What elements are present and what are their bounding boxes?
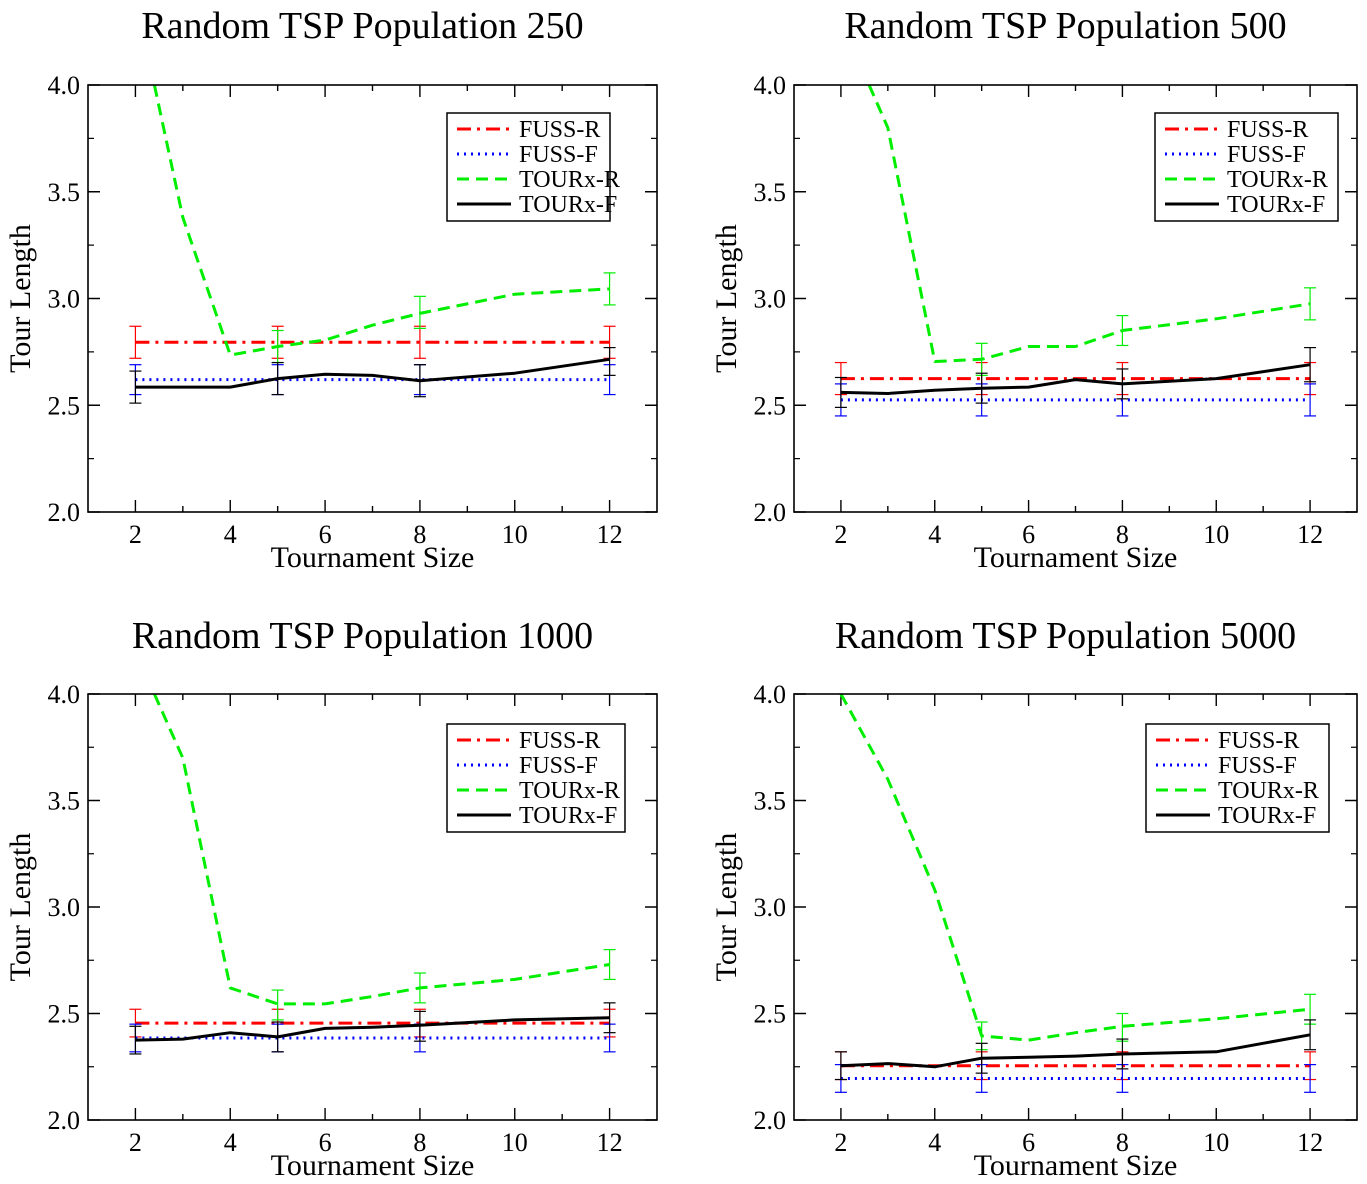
- chart-title: Random TSP Population 500: [844, 5, 1286, 47]
- x-axis-label: Tournament Size: [974, 541, 1178, 574]
- y-axis-label: Tour Length: [4, 833, 37, 982]
- y-tick-label: 2.5: [754, 391, 787, 420]
- legend-label-fuss-f: FUSS-F: [1218, 753, 1297, 779]
- x-axis-label: Tournament Size: [974, 1149, 1178, 1182]
- y-tick-label: 2.5: [48, 391, 81, 420]
- legend-label-tourx-r: TOURx-R: [519, 778, 620, 804]
- x-tick-label: 4: [928, 1128, 941, 1157]
- x-tick-label: 2: [129, 1128, 142, 1157]
- x-tick-label: 12: [1297, 1128, 1323, 1157]
- legend-label-fuss-r: FUSS-R: [1227, 117, 1308, 143]
- x-tick-label: 6: [1022, 1128, 1035, 1157]
- x-tick-label: 12: [597, 1128, 623, 1157]
- x-tick-label: 10: [1203, 1128, 1229, 1157]
- y-tick-label: 2.5: [754, 1000, 787, 1029]
- y-tick-label: 3.5: [48, 787, 81, 816]
- y-tick-label: 3.0: [48, 285, 81, 314]
- x-tick-label: 4: [928, 520, 941, 549]
- x-tick-label: 8: [1116, 520, 1129, 549]
- x-tick-label: 8: [413, 1128, 426, 1157]
- legend-label-tourx-r: TOURx-R: [519, 167, 620, 193]
- y-tick-label: 3.5: [48, 178, 81, 207]
- y-tick-label: 4.0: [48, 71, 81, 100]
- series-line-tourx-f: [840, 363, 1311, 395]
- legend-label-tourx-f: TOURx-F: [1227, 192, 1325, 218]
- plot-area: [834, 694, 1317, 1093]
- x-tick-label: 2: [834, 1128, 847, 1157]
- chart-title: Random TSP Population 1000: [132, 615, 593, 657]
- chart-title: Random TSP Population 250: [141, 5, 583, 47]
- y-tick-label: 3.5: [754, 178, 787, 207]
- legend-label-tourx-f: TOURx-F: [1218, 803, 1316, 829]
- plot-area: [129, 85, 616, 404]
- y-tick-label: 2.0: [48, 1106, 81, 1135]
- plot-area: [834, 85, 1317, 417]
- chart-panel-4: Random TSP Population 5000 2.0 2.5 3.0 3.5 4.…: [710, 615, 1358, 1182]
- legend-box: [446, 112, 611, 222]
- plot-frame: [793, 84, 1358, 513]
- chart-title: Random TSP Population 5000: [835, 615, 1296, 657]
- x-tick-label: 12: [1297, 520, 1323, 549]
- y-tick-label: 3.0: [754, 285, 787, 314]
- legend-label-fuss-f: FUSS-F: [1227, 142, 1306, 168]
- chart-panel-3: Random TSP Population 1000 2.0 2.5 3.0 3.5 4.…: [4, 615, 658, 1182]
- y-tick-label: 3.5: [754, 787, 787, 816]
- x-tick-label: 4: [224, 520, 237, 549]
- plot-frame: [87, 693, 658, 1121]
- y-tick-label: 3.0: [754, 893, 787, 922]
- x-tick-label: 6: [319, 520, 332, 549]
- y-tick-label: 4.0: [754, 71, 787, 100]
- series-line-tourx-f: [135, 357, 610, 389]
- y-tick-label: 3.0: [48, 893, 81, 922]
- y-tick-label: 2.0: [754, 1106, 787, 1135]
- legend-label-fuss-r: FUSS-R: [519, 728, 600, 754]
- y-tick-label: 2.5: [48, 1000, 81, 1029]
- legend-label-tourx-r: TOURx-R: [1218, 778, 1319, 804]
- legend-label-fuss-r: FUSS-R: [1218, 728, 1299, 754]
- x-tick-label: 10: [502, 1128, 528, 1157]
- y-axis-label: Tour Length: [710, 224, 743, 373]
- x-axis-label: Tournament Size: [271, 1149, 475, 1182]
- series-line-tourx-r: [153, 694, 610, 1006]
- series-line-tourx-r: [839, 694, 1311, 1042]
- x-axis-label: Tournament Size: [271, 541, 475, 574]
- x-tick-label: 10: [1203, 520, 1229, 549]
- plot-area: [129, 694, 616, 1055]
- chart-panel-1: Random TSP Population 250 2.0 2.5 3.0 3.5 4.0…: [4, 5, 658, 574]
- x-tick-label: 2: [834, 520, 847, 549]
- legend-label-tourx-f: TOURx-F: [519, 192, 617, 218]
- legend-label-fuss-f: FUSS-F: [519, 142, 598, 168]
- series-line-tourx-f: [135, 1016, 610, 1042]
- series-line-tourx-r: [152, 85, 610, 357]
- x-tick-label: 2: [129, 520, 142, 549]
- y-tick-label: 2.0: [754, 498, 787, 527]
- legend-label-fuss-r: FUSS-R: [519, 117, 600, 143]
- y-tick-label: 2.0: [48, 498, 81, 527]
- x-tick-label: 6: [1022, 520, 1035, 549]
- x-tick-label: 12: [597, 520, 623, 549]
- x-tick-label: 4: [224, 1128, 237, 1157]
- y-axis-label: Tour Length: [710, 833, 743, 982]
- chart-panel-2: Random TSP Population 500 2.0 2.5 3.0 3.5 4.0…: [710, 5, 1358, 574]
- x-tick-label: 8: [413, 520, 426, 549]
- plot-frame: [87, 84, 658, 513]
- x-tick-label: 8: [1116, 1128, 1129, 1157]
- x-tick-label: 6: [319, 1128, 332, 1157]
- y-tick-label: 4.0: [48, 680, 81, 709]
- y-tick-label: 4.0: [754, 680, 787, 709]
- plot-frame: [793, 693, 1358, 1121]
- legend-label-fuss-f: FUSS-F: [519, 753, 598, 779]
- x-tick-label: 10: [502, 520, 528, 549]
- series-line-tourx-r: [867, 85, 1311, 363]
- y-axis-label: Tour Length: [4, 224, 37, 373]
- series-line-tourx-f: [840, 1033, 1311, 1069]
- legend-label-tourx-r: TOURx-R: [1227, 167, 1328, 193]
- legend-label-tourx-f: TOURx-F: [519, 803, 617, 829]
